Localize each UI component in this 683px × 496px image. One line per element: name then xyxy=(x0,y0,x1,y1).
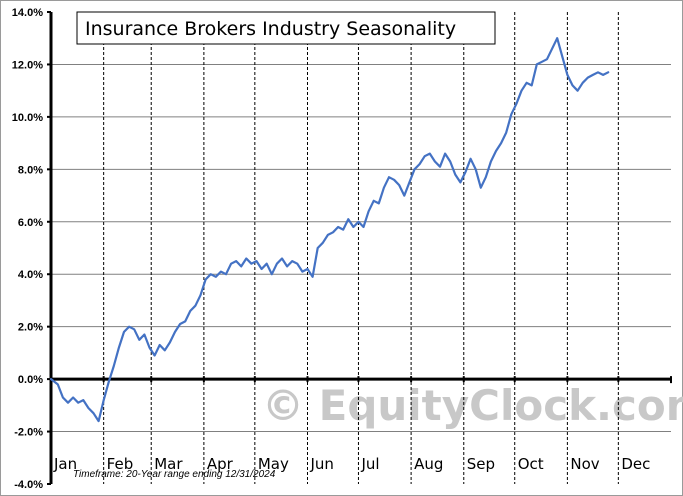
month-label: Apr xyxy=(207,455,234,473)
y-tick-label: 0.0% xyxy=(18,374,43,386)
y-tick-label: 4.0% xyxy=(18,269,43,281)
month-label: May xyxy=(258,455,289,473)
y-tick-label: -2.0% xyxy=(14,427,43,439)
y-axis-labels: 14.0% 12.0% 10.0% 8.0% 6.0% 4.0% 2.0% 0.0% -2.0%… xyxy=(12,7,43,491)
month-label: Sep xyxy=(467,455,495,473)
month-dividers xyxy=(103,12,619,484)
seasonality-line xyxy=(49,37,610,423)
month-label: Nov xyxy=(570,455,599,473)
y-tick-label: 8.0% xyxy=(18,164,43,176)
y-tick-label: 14.0% xyxy=(12,7,43,19)
y-tick-label: 6.0% xyxy=(18,217,43,229)
month-label: Feb xyxy=(107,455,134,473)
month-label: Mar xyxy=(154,455,183,473)
y-tick-label: -4.0% xyxy=(14,479,43,491)
watermark-text: © EquityClock.com xyxy=(262,381,683,430)
month-label: Jan xyxy=(53,455,77,473)
x-axis-month-labels: Jan Feb Mar Apr May Jun Jul Aug Sep Oct Nov Dec xyxy=(53,455,650,473)
month-label: Dec xyxy=(621,455,650,473)
chart-title: Insurance Brokers Industry Seasonality xyxy=(85,18,456,40)
month-label: Jun xyxy=(309,455,333,473)
title-box: Insurance Brokers Industry Seasonality xyxy=(76,11,496,45)
month-label: Oct xyxy=(518,455,544,473)
month-label: Jul xyxy=(360,455,379,473)
gridlines xyxy=(51,63,671,433)
timeframe-note: Timeframe: 20-Year range ending 12/31/20… xyxy=(73,469,276,480)
y-tick-label: 2.0% xyxy=(18,322,43,334)
watermark: © EquityClock.com xyxy=(262,381,683,430)
y-tick-label: 12.0% xyxy=(12,59,43,71)
y-tick-label: 10.0% xyxy=(12,112,43,124)
month-label: Aug xyxy=(414,455,443,473)
